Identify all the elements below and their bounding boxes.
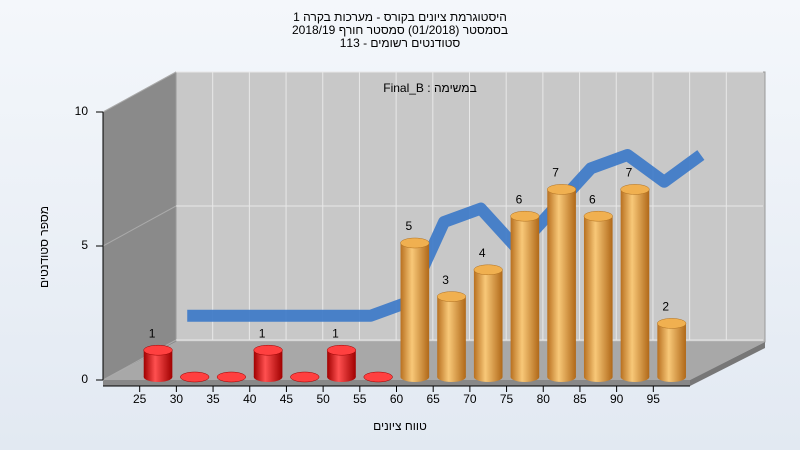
value-label: 6 [516,192,523,206]
value-label: 2 [662,300,669,314]
bar-top [547,184,577,195]
bar-bottom [400,372,430,382]
grid-line [102,205,177,247]
bar-top [583,210,613,222]
value-label: 1 [332,326,339,340]
x-tick-label: 95 [647,392,661,406]
bar [290,371,320,383]
bar [253,344,283,382]
floor-edge [103,380,690,386]
x-tick-label: 45 [280,392,294,406]
bar-bottom [620,372,650,382]
x-tick-label: 40 [243,392,257,406]
bar-top [180,371,210,383]
bar [620,184,650,382]
bar [547,184,577,382]
bar-bottom [143,372,173,382]
bar-top [216,371,246,383]
bar-bottom [253,372,283,382]
floor-side [690,342,765,386]
y-tick-label: 10 [75,104,89,118]
bar [657,318,687,382]
bar [363,371,393,383]
bar-body [400,243,430,377]
grid-line [102,71,177,113]
bar-top [620,184,650,195]
y-tick-label: 5 [81,238,88,252]
x-tick-label: 70 [463,392,477,406]
bar [216,371,246,383]
bar-bottom [547,372,576,382]
annotation: Final_B : במשימה [383,81,477,95]
title-line: בסמסטר (01/2018) סמסטר חורף 2018/19 [292,23,508,37]
curve [187,149,705,322]
bar [326,344,357,382]
bar-top [363,371,393,383]
x-tick-label: 30 [170,392,184,406]
x-tick-label: 85 [573,392,587,406]
x-tick-label: 55 [353,392,367,406]
bar [583,210,613,382]
bar-top [326,344,357,356]
bar-top [143,344,173,356]
x-axis-label: טווח ציונים [373,419,427,433]
bar [436,291,467,382]
value-label: 7 [626,166,633,180]
bar-bottom [327,372,356,382]
bar [143,344,173,382]
bar-top [510,210,540,222]
value-label: 5 [406,219,413,233]
value-label: 6 [589,192,596,206]
bar-body [510,216,540,377]
x-tick-label: 35 [206,392,220,406]
x-tick-label: 50 [316,392,330,406]
value-label: 3 [442,273,449,287]
x-tick-label: 90 [610,392,624,406]
bar-bottom [437,372,466,382]
bar-body [620,189,650,377]
title-line: 113 - סטודנטים רשומים [340,36,461,50]
bar-bottom [473,372,503,382]
bar-bottom [583,372,613,382]
bar-top [253,344,283,356]
bar [180,371,210,383]
bar-top [657,318,687,329]
y-tick-label: 0 [81,372,88,386]
x-tick-label: 75 [500,392,514,406]
title-line: היסטוגרמת ציונים בקורס - מערכות בקרה 1 [293,10,507,24]
bar [510,210,540,382]
x-tick-label: 65 [427,392,441,406]
bar [473,264,503,382]
bar-top [290,371,320,383]
bar-body [437,296,466,377]
bar-top [436,291,467,302]
bar-body [547,189,576,377]
bar [400,237,430,382]
x-tick-label: 25 [133,392,147,406]
bar-bottom [657,372,686,382]
x-tick-label: 60 [390,392,404,406]
value-label: 1 [259,326,266,340]
bar-top [400,237,430,249]
value-label: 1 [149,326,156,340]
bar-top [473,264,503,276]
y-axis-label: מספר סטודנטים [37,206,51,288]
bar-body [583,216,613,377]
value-label: 7 [552,166,559,180]
bar-body [473,269,503,377]
bar-bottom [510,372,540,382]
value-label: 4 [479,246,486,260]
x-tick-label: 80 [537,392,551,406]
bar-body [657,323,686,377]
